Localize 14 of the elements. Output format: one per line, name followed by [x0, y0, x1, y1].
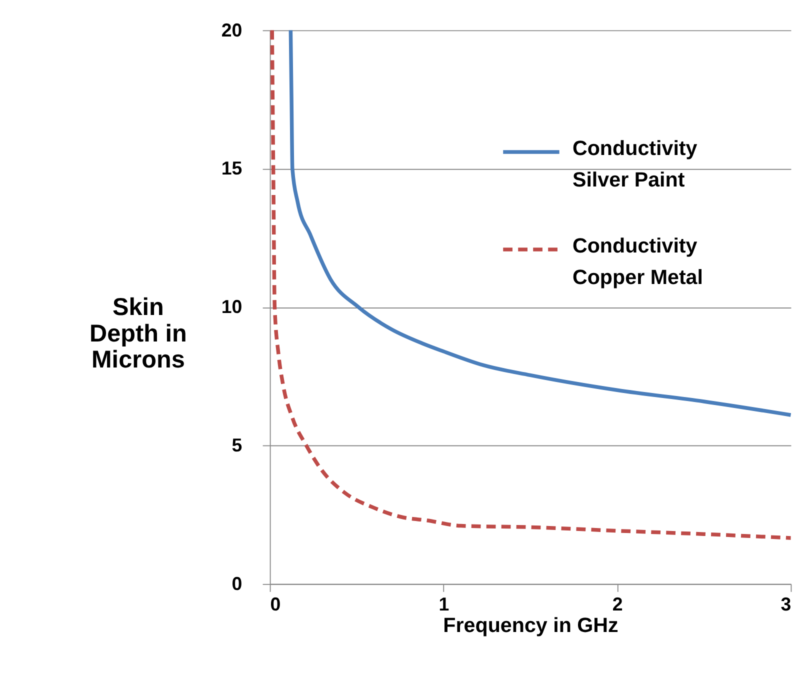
y-axis-title: Skin Depth in Microns: [90, 294, 187, 374]
x-axis-title: Frequency in GHz: [443, 614, 618, 638]
line-series: [288, 28, 793, 417]
y-tick-label: 20: [221, 19, 242, 40]
y-tick-label: 0: [232, 573, 242, 594]
x-tick-label: 1: [438, 594, 450, 615]
y-tick-label: 10: [221, 296, 242, 318]
y-tick-label: 5: [232, 434, 242, 456]
legend-label: Conductivity Copper Metal: [572, 234, 703, 290]
x-tick-label: 0: [270, 594, 281, 615]
legend-label: Conductivity Silver Paint: [572, 136, 698, 192]
x-tick-label: 2: [612, 594, 623, 615]
y-tick-label: 15: [221, 158, 242, 179]
x-tick-label: 3: [780, 594, 792, 615]
